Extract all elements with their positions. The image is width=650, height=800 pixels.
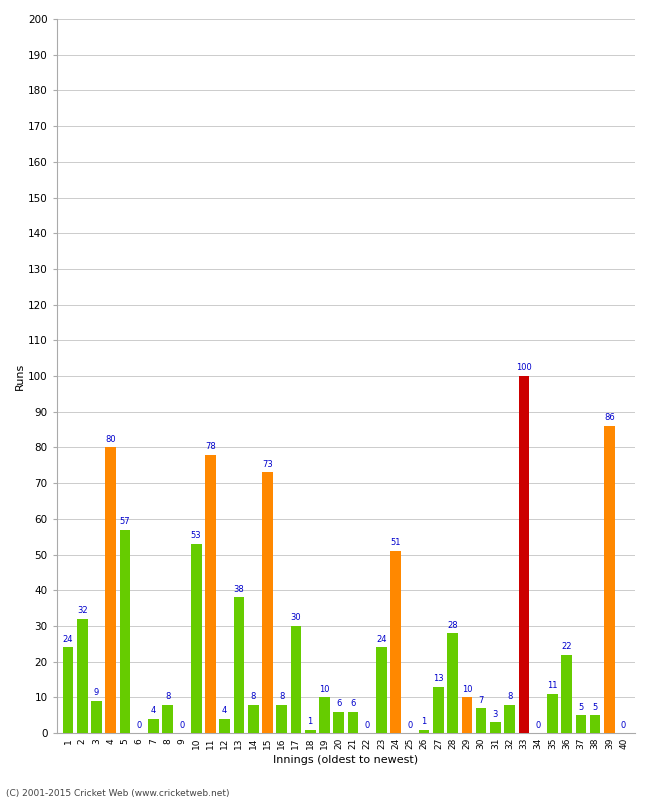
Bar bbox=[62, 647, 73, 733]
Text: 10: 10 bbox=[319, 685, 330, 694]
Bar bbox=[77, 619, 88, 733]
Bar bbox=[120, 530, 130, 733]
Bar bbox=[248, 705, 259, 733]
Bar bbox=[276, 705, 287, 733]
Text: 13: 13 bbox=[433, 674, 444, 683]
Bar bbox=[348, 712, 358, 733]
Bar bbox=[419, 730, 430, 733]
Bar bbox=[333, 712, 344, 733]
Text: 10: 10 bbox=[462, 685, 472, 694]
Bar bbox=[291, 626, 301, 733]
Bar bbox=[162, 705, 173, 733]
X-axis label: Innings (oldest to newest): Innings (oldest to newest) bbox=[273, 755, 419, 765]
Text: 4: 4 bbox=[222, 706, 227, 715]
Bar bbox=[575, 715, 586, 733]
Bar bbox=[519, 376, 529, 733]
Text: 9: 9 bbox=[94, 688, 99, 698]
Text: 6: 6 bbox=[350, 699, 356, 708]
Text: 1: 1 bbox=[307, 717, 313, 726]
Text: 22: 22 bbox=[562, 642, 572, 651]
Text: 38: 38 bbox=[233, 585, 244, 594]
Text: 8: 8 bbox=[165, 692, 170, 701]
Text: 8: 8 bbox=[507, 692, 512, 701]
Text: 8: 8 bbox=[250, 692, 256, 701]
Text: 24: 24 bbox=[62, 635, 73, 644]
Bar bbox=[590, 715, 601, 733]
Text: 3: 3 bbox=[493, 710, 498, 719]
Text: 0: 0 bbox=[408, 721, 413, 730]
Text: 0: 0 bbox=[536, 721, 541, 730]
Text: 28: 28 bbox=[447, 621, 458, 630]
Text: 0: 0 bbox=[621, 721, 626, 730]
Bar bbox=[390, 551, 401, 733]
Text: 8: 8 bbox=[279, 692, 284, 701]
Text: 30: 30 bbox=[291, 614, 301, 622]
Bar bbox=[561, 654, 572, 733]
Text: (C) 2001-2015 Cricket Web (www.cricketweb.net): (C) 2001-2015 Cricket Web (www.cricketwe… bbox=[6, 790, 230, 798]
Text: 4: 4 bbox=[151, 706, 156, 715]
Text: 0: 0 bbox=[136, 721, 142, 730]
Bar bbox=[148, 719, 159, 733]
Text: 6: 6 bbox=[336, 699, 341, 708]
Text: 80: 80 bbox=[105, 435, 116, 444]
Text: 7: 7 bbox=[478, 695, 484, 705]
Bar bbox=[604, 426, 615, 733]
Bar bbox=[91, 701, 102, 733]
Bar bbox=[191, 544, 202, 733]
Text: 86: 86 bbox=[604, 414, 615, 422]
Text: 53: 53 bbox=[191, 531, 202, 540]
Text: 11: 11 bbox=[547, 682, 558, 690]
Bar bbox=[447, 633, 458, 733]
Text: 73: 73 bbox=[262, 460, 273, 469]
Text: 0: 0 bbox=[179, 721, 185, 730]
Bar bbox=[433, 686, 444, 733]
Y-axis label: Runs: Runs bbox=[15, 362, 25, 390]
Bar bbox=[504, 705, 515, 733]
Text: 51: 51 bbox=[391, 538, 401, 547]
Bar bbox=[490, 722, 501, 733]
Text: 100: 100 bbox=[516, 363, 532, 373]
Bar bbox=[205, 454, 216, 733]
Text: 57: 57 bbox=[120, 517, 130, 526]
Bar bbox=[305, 730, 315, 733]
Bar bbox=[547, 694, 558, 733]
Text: 24: 24 bbox=[376, 635, 387, 644]
Bar bbox=[262, 473, 273, 733]
Text: 32: 32 bbox=[77, 606, 88, 615]
Text: 5: 5 bbox=[593, 702, 598, 712]
Bar bbox=[233, 598, 244, 733]
Text: 5: 5 bbox=[578, 702, 584, 712]
Text: 0: 0 bbox=[365, 721, 370, 730]
Text: 78: 78 bbox=[205, 442, 216, 451]
Text: 1: 1 bbox=[421, 717, 427, 726]
Bar bbox=[105, 447, 116, 733]
Bar bbox=[476, 708, 486, 733]
Bar bbox=[219, 719, 230, 733]
Bar bbox=[319, 698, 330, 733]
Bar bbox=[462, 698, 472, 733]
Bar bbox=[376, 647, 387, 733]
